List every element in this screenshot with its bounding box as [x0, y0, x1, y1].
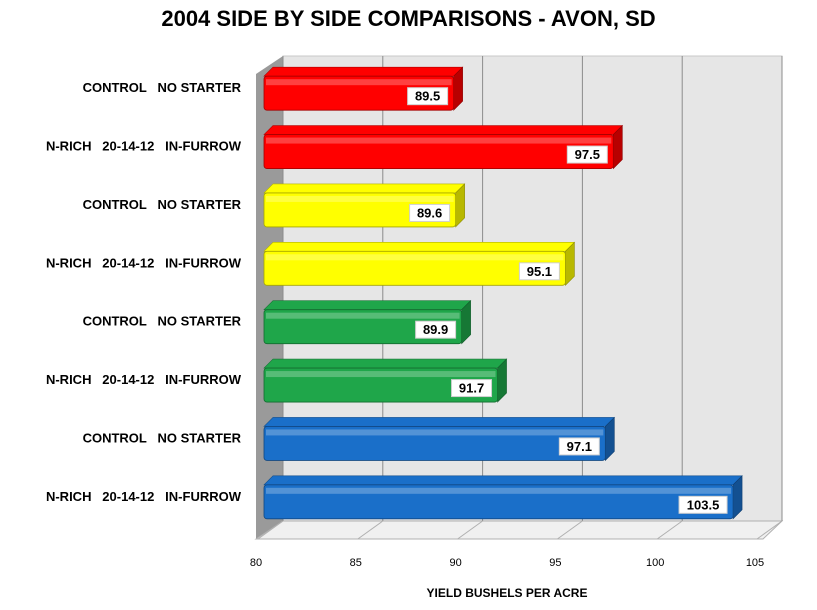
floor-gridline [457, 520, 483, 540]
plot-floor [254, 520, 784, 540]
category-label: CONTROL NO STARTER [83, 430, 242, 445]
value-label: 95.1 [527, 264, 552, 279]
value-label-box [678, 495, 728, 514]
bar-top-face [263, 242, 576, 252]
floor-gridline [257, 520, 284, 540]
floor-gridline [357, 520, 384, 540]
bar-highlight [266, 371, 496, 378]
category-label: N-RICH 20-14-12 IN-FURROW [46, 139, 242, 154]
value-label: 97.5 [575, 147, 600, 162]
value-label-box [558, 437, 600, 456]
bar-top-face [263, 125, 624, 135]
bar [263, 192, 457, 228]
x-axis-label: YIELD BUSHELS PER ACRE [426, 586, 588, 600]
bars: 89.5 97.5 89.6 95.1 89.9 91.7 97.1 103.5 [263, 66, 743, 520]
x-tick-label: 85 [350, 557, 362, 569]
bar [263, 484, 734, 520]
value-label-box [451, 379, 493, 398]
bar-highlight [266, 137, 612, 144]
chart-title: 2004 SIDE BY SIDE COMPARISONS - AVON, SD [161, 6, 656, 31]
bar-highlight [266, 487, 732, 494]
value-label-box [518, 262, 560, 281]
bar-group: 97.1 [263, 416, 616, 462]
bar-top-face [263, 358, 508, 369]
floor-gridline [557, 520, 583, 540]
bar [263, 134, 614, 169]
bar [263, 309, 463, 345]
x-tick-label: 105 [746, 557, 764, 569]
floor-gridline [756, 520, 783, 540]
value-label-box [409, 203, 451, 222]
bar-top-face [263, 183, 466, 194]
bar-group: 89.5 [263, 66, 464, 111]
category-label: N-RICH 20-14-12 IN-FURROW [46, 255, 242, 270]
bar-group: 103.5 [263, 475, 743, 520]
category-label: CONTROL NO STARTER [83, 197, 242, 212]
value-label: 89.5 [415, 89, 440, 104]
bar-group: 89.6 [263, 183, 466, 228]
bar [263, 426, 606, 461]
bar [263, 75, 455, 111]
bar [263, 250, 566, 286]
bar-highlight [266, 254, 564, 261]
value-label: 91.7 [459, 381, 484, 396]
value-label: 89.6 [417, 205, 442, 220]
bar-highlight [266, 429, 604, 436]
bar-group: 95.1 [263, 241, 576, 287]
value-label-box [566, 145, 608, 164]
bar-group: 89.9 [263, 299, 472, 345]
bar-highlight [266, 195, 454, 202]
bar [263, 367, 498, 403]
value-label: 97.1 [567, 439, 592, 454]
bar-highlight [266, 79, 452, 86]
bar-group: 91.7 [263, 358, 508, 403]
value-label-box [407, 87, 449, 106]
x-tick-label: 80 [250, 557, 262, 569]
floor-gridline [656, 520, 683, 540]
bar-top-face [263, 417, 616, 427]
x-tick-labels: 80 85 90 95 100 105 [250, 557, 764, 569]
category-label: CONTROL NO STARTER [83, 314, 242, 329]
category-label: CONTROL NO STARTER [83, 80, 242, 95]
category-labels: CONTROL NO STARTER N-RICH 20-14-12 IN-FUR… [46, 80, 242, 504]
x-tick-label: 90 [449, 557, 461, 569]
value-label-box [415, 320, 457, 339]
value-label: 89.9 [423, 322, 448, 337]
x-tick-label: 100 [646, 557, 664, 569]
bar-top-face [263, 300, 472, 310]
category-label: N-RICH 20-14-12 IN-FURROW [46, 372, 242, 387]
value-label: 103.5 [687, 497, 720, 512]
bar-top-face [263, 66, 464, 77]
x-tick-label: 95 [549, 557, 561, 569]
bar-highlight [266, 312, 460, 319]
category-label: N-RICH 20-14-12 IN-FURROW [46, 489, 242, 504]
bar-group: 97.5 [263, 124, 624, 170]
bar-top-face [263, 475, 743, 486]
